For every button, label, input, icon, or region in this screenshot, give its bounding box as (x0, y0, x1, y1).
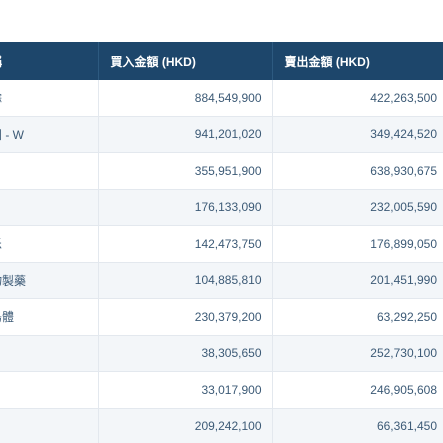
top-spacer (0, 0, 443, 42)
sell-amount-cell: 246,905,608 (272, 371, 443, 409)
column-header-name: 稱 (0, 42, 99, 80)
sell-amount-cell: 63,292,250 (272, 298, 443, 336)
table-row: ] 38,305,650 252,730,100 (0, 335, 443, 372)
table-row: V 355,951,900 638,930,675 (0, 152, 443, 190)
stock-name-cell: F (0, 371, 99, 409)
column-header-sell-amount: 賣出金額 (HKD) (272, 42, 443, 80)
stock-name-cell: ] (0, 335, 99, 372)
table-row: 209,242,100 66,361,450 (0, 408, 443, 443)
table-row: 乐 142,473,750 176,899,050 (0, 225, 443, 263)
buy-amount-cell: 884,549,900 (98, 80, 273, 117)
buy-amount-cell: 38,305,650 (98, 335, 273, 372)
buy-amount-cell: 941,201,020 (98, 116, 273, 153)
buy-amount-cell: 230,379,200 (98, 298, 273, 336)
buy-amount-cell: 176,133,090 (98, 189, 273, 226)
column-header-buy-amount: 買入金額 (HKD) (98, 42, 273, 80)
stock-name-cell (0, 408, 99, 443)
stock-name-cell: V (0, 152, 99, 190)
sell-amount-cell: 252,730,100 (272, 335, 443, 372)
buy-amount-cell: 355,951,900 (98, 152, 273, 190)
table-row: I 176,133,090 232,005,590 (0, 189, 443, 226)
table-row: F 33,017,900 246,905,608 (0, 371, 443, 409)
sell-amount-cell: 638,930,675 (272, 152, 443, 190)
stock-name-cell: I (0, 189, 99, 226)
stock-name-cell: 島體 (0, 298, 99, 336)
sell-amount-cell: 176,899,050 (272, 225, 443, 263)
buy-amount-cell: 209,242,100 (98, 408, 273, 443)
table-row: 物製藥 104,885,810 201,451,990 (0, 262, 443, 299)
table-body: 餘 884,549,900 422,263,500 團 - W 941,201,… (0, 80, 443, 443)
stock-name-cell: 餘 (0, 80, 99, 117)
table-row: 餘 884,549,900 422,263,500 (0, 80, 443, 117)
sell-amount-cell: 201,451,990 (272, 262, 443, 299)
table-header: 稱 買入金額 (HKD) 賣出金額 (HKD) (0, 42, 443, 80)
trade-table: 稱 買入金額 (HKD) 賣出金額 (HKD) 餘 884,549,900 42… (0, 42, 443, 443)
sell-amount-cell: 66,361,450 (272, 408, 443, 443)
sell-amount-cell: 232,005,590 (272, 189, 443, 226)
stock-name-cell: 團 - W (0, 116, 99, 153)
sell-amount-cell: 422,263,500 (272, 80, 443, 117)
table-row: 團 - W 941,201,020 349,424,520 (0, 116, 443, 153)
stock-name-cell: 乐 (0, 225, 99, 263)
buy-amount-cell: 142,473,750 (98, 225, 273, 263)
stock-name-cell: 物製藥 (0, 262, 99, 299)
table-row: 島體 230,379,200 63,292,250 (0, 298, 443, 336)
sell-amount-cell: 349,424,520 (272, 116, 443, 153)
buy-amount-cell: 33,017,900 (98, 371, 273, 409)
buy-amount-cell: 104,885,810 (98, 262, 273, 299)
